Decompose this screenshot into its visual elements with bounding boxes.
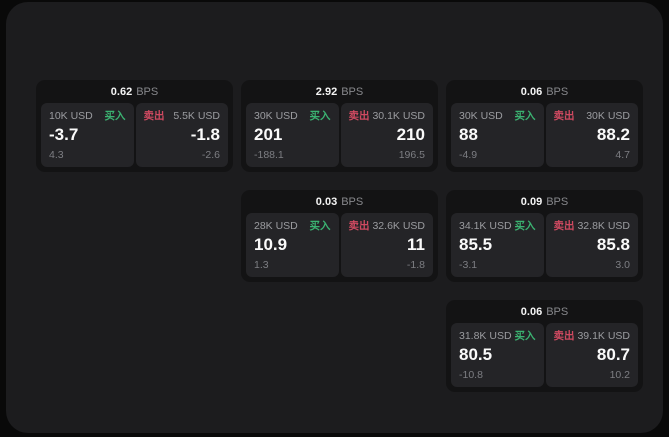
quote-card-6[interactable]: 0.06 BPS 31.8K USD 买入 80.5 -10.8 卖出 39.1… [446,300,643,392]
bps-value: 0.06 [520,305,543,318]
buy-price: 201 [254,125,283,144]
buy-price: -3.7 [49,125,79,144]
buy-tile[interactable]: 30K USD 买入 88 -4.9 [451,103,544,167]
buy-price: 85.5 [459,235,493,254]
bps-value: 2.92 [315,85,338,98]
buy-delta: 1.3 [254,259,269,271]
buy-delta: -10.8 [459,369,483,381]
buy-delta: -188.1 [254,149,284,161]
sell-size: 30.1K USD [372,110,425,122]
sell-delta: -2.6 [201,149,220,161]
sell-side-label: 卖出 [553,220,575,232]
sell-size: 39.1K USD [577,330,630,342]
sell-size: 5.5K USD [173,110,220,122]
buy-size: 10K USD [49,110,93,122]
buy-tile[interactable]: 30K USD 买入 201 -188.1 [246,103,339,167]
buy-tile[interactable]: 31.8K USD 买入 80.5 -10.8 [451,323,544,387]
sell-side-label: 卖出 [553,110,575,122]
buy-delta: 4.3 [49,149,64,161]
quote-card-5[interactable]: 0.09 BPS 34.1K USD 买入 85.5 -3.1 卖出 32.8K… [446,190,643,282]
sell-price: -1.8 [190,125,220,144]
bps-value: 0.06 [520,85,543,98]
buy-size: 31.8K USD [459,330,512,342]
bps-unit: BPS [136,85,159,98]
sell-tile[interactable]: 卖出 30K USD 88.2 4.7 [545,103,638,167]
bps-header: 0.09 BPS [446,190,643,213]
buy-side-label: 买入 [309,110,331,122]
bps-value: 0.09 [520,195,543,208]
buy-delta: -3.1 [459,259,478,271]
bps-unit: BPS [341,195,364,208]
quote-card-4[interactable]: 0.03 BPS 28K USD 买入 10.9 1.3 卖出 32.6K US… [241,190,438,282]
buy-size: 30K USD [254,110,298,122]
sell-price: 88.2 [596,125,630,144]
sell-side-label: 卖出 [143,110,165,122]
bps-unit: BPS [546,85,569,98]
bps-unit: BPS [546,305,569,318]
bps-header: 2.92 BPS [241,80,438,103]
sell-side-label: 卖出 [553,330,575,342]
buy-size: 34.1K USD [459,220,512,232]
buy-delta: -4.9 [459,149,478,161]
sell-price: 210 [396,125,425,144]
quote-card-2[interactable]: 2.92 BPS 30K USD 买入 201 -188.1 卖出 30.1K … [241,80,438,172]
sell-tile[interactable]: 卖出 5.5K USD -1.8 -2.6 [135,103,228,167]
sell-tile[interactable]: 卖出 30.1K USD 210 196.5 [340,103,433,167]
sell-side-label: 卖出 [348,110,370,122]
sell-side-label: 卖出 [348,220,370,232]
sell-price: 85.8 [596,235,630,254]
bps-unit: BPS [546,195,569,208]
sell-size: 32.6K USD [372,220,425,232]
sell-size: 30K USD [586,110,630,122]
sell-delta: 4.7 [615,149,630,161]
sell-delta: -1.8 [406,259,425,271]
quote-card-1[interactable]: 0.62 BPS 10K USD 买入 -3.7 4.3 卖出 5.5K USD… [36,80,233,172]
buy-side-label: 买入 [514,330,536,342]
sell-tile[interactable]: 卖出 32.6K USD 11 -1.8 [340,213,433,277]
sell-delta: 196.5 [398,149,425,161]
quote-card-3[interactable]: 0.06 BPS 30K USD 买入 88 -4.9 卖出 30K USD 8… [446,80,643,172]
bps-header: 0.62 BPS [36,80,233,103]
sell-price: 80.7 [596,345,630,364]
buy-price: 80.5 [459,345,493,364]
buy-size: 30K USD [459,110,503,122]
buy-size: 28K USD [254,220,298,232]
buy-side-label: 买入 [514,220,536,232]
bps-value: 0.03 [315,195,338,208]
buy-side-label: 买入 [104,110,126,122]
bps-unit: BPS [341,85,364,98]
buy-tile[interactable]: 10K USD 买入 -3.7 4.3 [41,103,134,167]
buy-tile[interactable]: 28K USD 买入 10.9 1.3 [246,213,339,277]
bps-header: 0.06 BPS [446,80,643,103]
bps-value: 0.62 [110,85,133,98]
buy-side-label: 买入 [309,220,331,232]
buy-side-label: 买入 [514,110,536,122]
buy-price: 10.9 [254,235,288,254]
sell-delta: 3.0 [615,259,630,271]
bps-header: 0.03 BPS [241,190,438,213]
sell-delta: 10.2 [609,369,630,381]
buy-price: 88 [459,125,478,144]
sell-price: 11 [407,235,425,254]
buy-tile[interactable]: 34.1K USD 买入 85.5 -3.1 [451,213,544,277]
sell-tile[interactable]: 卖出 39.1K USD 80.7 10.2 [545,323,638,387]
sell-tile[interactable]: 卖出 32.8K USD 85.8 3.0 [545,213,638,277]
sell-size: 32.8K USD [577,220,630,232]
bps-header: 0.06 BPS [446,300,643,323]
